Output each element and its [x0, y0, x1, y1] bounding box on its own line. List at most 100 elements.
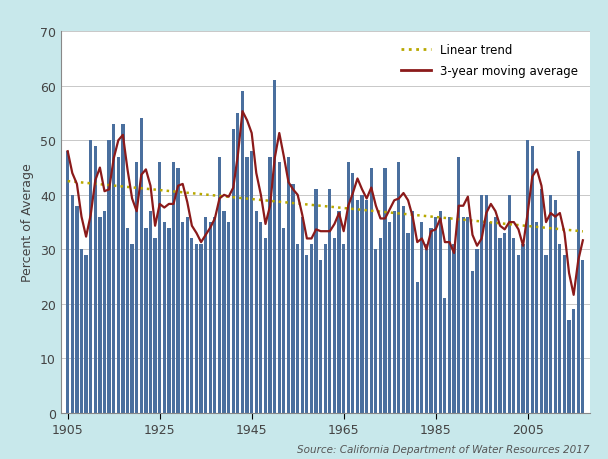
Bar: [513, 239, 516, 413]
Bar: [190, 239, 193, 413]
Bar: [347, 163, 350, 413]
Bar: [153, 239, 157, 413]
Bar: [66, 152, 69, 413]
Bar: [572, 310, 575, 413]
Bar: [250, 152, 254, 413]
Bar: [466, 217, 469, 413]
Bar: [503, 234, 506, 413]
Bar: [434, 217, 437, 413]
Bar: [393, 212, 396, 413]
Bar: [305, 255, 308, 413]
Bar: [204, 217, 207, 413]
Bar: [232, 130, 235, 413]
Bar: [461, 217, 465, 413]
Bar: [75, 206, 78, 413]
Bar: [149, 212, 152, 413]
Bar: [416, 282, 419, 413]
Bar: [356, 201, 359, 413]
Bar: [379, 239, 382, 413]
Bar: [287, 157, 290, 413]
Bar: [140, 119, 143, 413]
Bar: [199, 244, 202, 413]
Bar: [540, 190, 543, 413]
Bar: [480, 196, 483, 413]
Bar: [135, 163, 138, 413]
Bar: [526, 141, 530, 413]
Bar: [103, 212, 106, 413]
Bar: [531, 146, 534, 413]
Bar: [185, 217, 189, 413]
Bar: [158, 163, 161, 413]
Bar: [494, 217, 497, 413]
Bar: [144, 228, 148, 413]
Bar: [475, 250, 478, 413]
Bar: [241, 92, 244, 413]
Bar: [370, 168, 373, 413]
Bar: [246, 157, 249, 413]
Bar: [567, 320, 571, 413]
Bar: [126, 228, 129, 413]
Bar: [471, 272, 474, 413]
Bar: [319, 261, 322, 413]
Bar: [264, 239, 267, 413]
Bar: [361, 196, 364, 413]
Bar: [237, 114, 240, 413]
Bar: [291, 185, 295, 413]
Bar: [314, 190, 318, 413]
Bar: [323, 244, 327, 413]
Bar: [429, 228, 433, 413]
Bar: [576, 152, 580, 413]
Bar: [384, 168, 387, 413]
Bar: [407, 234, 410, 413]
Bar: [517, 255, 520, 413]
Bar: [342, 244, 345, 413]
Bar: [544, 255, 548, 413]
Bar: [80, 250, 83, 413]
Bar: [85, 255, 88, 413]
Bar: [301, 217, 304, 413]
Bar: [333, 239, 336, 413]
Bar: [94, 146, 97, 413]
Text: Source: California Department of Water Resources 2017: Source: California Department of Water R…: [297, 444, 590, 454]
Bar: [443, 299, 446, 413]
Bar: [397, 163, 401, 413]
Bar: [554, 201, 557, 413]
Bar: [98, 217, 102, 413]
Bar: [457, 157, 460, 413]
Bar: [112, 125, 116, 413]
Bar: [218, 157, 221, 413]
Bar: [209, 223, 212, 413]
Bar: [273, 81, 276, 413]
Bar: [425, 244, 428, 413]
Bar: [452, 244, 455, 413]
Bar: [499, 239, 502, 413]
Bar: [365, 201, 368, 413]
Bar: [522, 244, 525, 413]
Bar: [581, 261, 584, 413]
Bar: [438, 212, 442, 413]
Bar: [259, 223, 263, 413]
Bar: [172, 163, 175, 413]
Bar: [163, 223, 166, 413]
Bar: [167, 228, 170, 413]
Bar: [310, 244, 313, 413]
Bar: [448, 217, 451, 413]
Bar: [108, 141, 111, 413]
Bar: [411, 212, 414, 413]
Bar: [176, 168, 180, 413]
Bar: [227, 223, 230, 413]
Bar: [117, 157, 120, 413]
Bar: [388, 223, 392, 413]
Bar: [255, 212, 258, 413]
Bar: [489, 223, 492, 413]
Bar: [278, 163, 281, 413]
Bar: [328, 190, 331, 413]
Bar: [282, 228, 286, 413]
Bar: [213, 217, 216, 413]
Bar: [535, 223, 539, 413]
Bar: [558, 244, 561, 413]
Bar: [549, 196, 552, 413]
Y-axis label: Percent of Average: Percent of Average: [21, 163, 35, 282]
Bar: [420, 223, 424, 413]
Bar: [223, 212, 226, 413]
